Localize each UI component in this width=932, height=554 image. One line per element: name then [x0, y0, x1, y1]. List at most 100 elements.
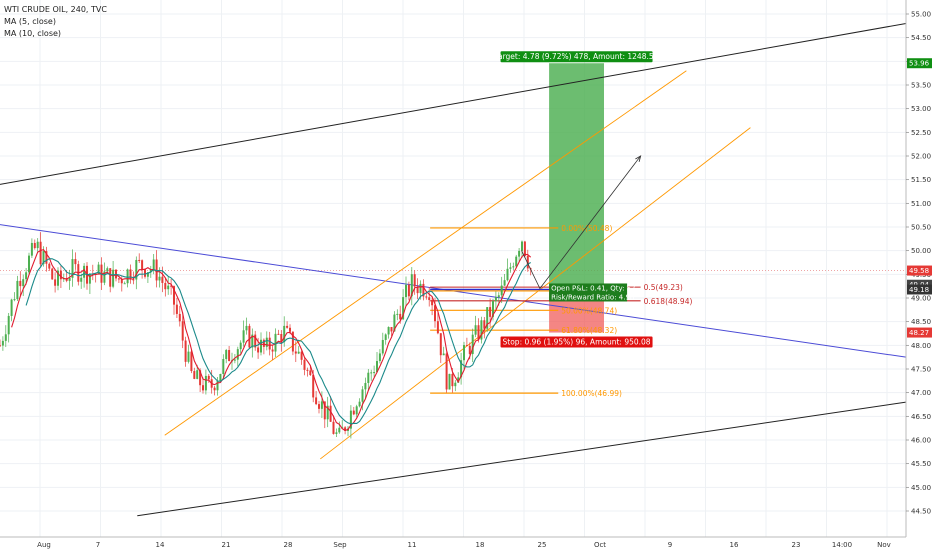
rr-box [549, 292, 628, 302]
candle-body [364, 382, 367, 390]
candle-body [349, 410, 352, 429]
candle-body [225, 350, 228, 360]
candle-body [13, 299, 16, 301]
candle-body [309, 370, 312, 376]
candle-body [428, 297, 431, 301]
candle-body [4, 334, 7, 341]
candle-body [7, 315, 10, 335]
candle-body [146, 272, 149, 277]
candle-body [25, 272, 28, 280]
time-tick-label-0: Aug [37, 541, 51, 549]
candle-body [355, 406, 358, 415]
candle-body [326, 405, 329, 420]
candle-body [19, 280, 22, 287]
price-tick-label-21: 44.50 [911, 508, 931, 516]
time-tick-label-14: Nov [877, 541, 891, 549]
candle-body [57, 270, 59, 286]
rr-label: Risk/Reward Ratio: 4.98 [551, 293, 634, 301]
candle-body [515, 256, 518, 267]
candle-body [277, 333, 280, 335]
candle-body [265, 337, 268, 347]
candle-body [268, 337, 271, 350]
candle-body [216, 381, 219, 391]
price-tick-label-13: 48.50 [911, 318, 931, 326]
legend-symbol[interactable]: WTI CRUDE OIL, 240, TVC [4, 5, 107, 14]
candle-body [286, 325, 289, 328]
candle-body [135, 259, 138, 280]
annotations: Target: 4.78 (9.72%) 478, Amount: 1248.5… [494, 51, 659, 348]
candle-body [396, 313, 399, 315]
candle-body [320, 401, 323, 409]
time-axis[interactable]: Aug 7 14 21 28 Sep 11 18 25 Oct 9 16 23 14:00 Nov [0, 536, 932, 550]
candle-body [312, 375, 315, 398]
trend-lines [0, 22, 907, 517]
candle-body [480, 320, 483, 340]
stop-label: Stop: 0.96 (1.95%) 96, Amount: 950.08 [503, 338, 651, 347]
candle-body [222, 359, 225, 374]
open-pl-box [549, 283, 628, 293]
candle-body [442, 353, 445, 356]
candle-body [483, 320, 486, 329]
candle-body [407, 284, 410, 297]
price-axis[interactable]: 55.0054.5054.0053.5053.0052.5052.0051.50… [905, 0, 932, 550]
legend-ma5[interactable]: MA (5, close) [4, 17, 56, 26]
candle-body [465, 345, 468, 347]
candle-body [51, 268, 54, 280]
candle-body [173, 286, 175, 305]
price-tick-label-15: 47.50 [911, 366, 931, 374]
candle-body [332, 421, 335, 434]
candle-body [518, 250, 521, 257]
time-tick-label-1: 7 [96, 541, 100, 549]
candle-body [257, 347, 260, 353]
candle-body [112, 269, 115, 287]
candle-body [245, 325, 248, 331]
candle-body [451, 373, 454, 387]
candle-body [59, 270, 62, 280]
candle-body [436, 321, 439, 334]
candle-body [204, 375, 207, 391]
time-tick-label-4: 28 [284, 541, 293, 549]
candle-body [434, 305, 436, 322]
candle-body [477, 325, 480, 340]
time-tick-label-7: 18 [476, 541, 485, 549]
price-tick-label-16: 47.00 [911, 389, 931, 397]
candle-body [431, 300, 434, 306]
candle-body [193, 371, 196, 379]
candle-body [129, 269, 132, 280]
candle-body [54, 279, 57, 286]
candle-body [318, 404, 320, 409]
candle-body [213, 387, 216, 391]
price-tick-label-1: 54.50 [911, 34, 931, 42]
candle-body [1, 340, 4, 346]
candle-body [0, 345, 1, 347]
candle-body [184, 340, 187, 362]
candle-body [68, 277, 71, 281]
price-tick-label-19: 45.50 [911, 460, 931, 468]
candle-body [42, 251, 45, 265]
candle-body [294, 351, 297, 354]
price-tick-label-20: 45.00 [911, 484, 931, 492]
candles-group [0, 232, 532, 439]
legend-ma10[interactable]: MA (10, close) [4, 29, 62, 38]
candle-body [207, 375, 210, 380]
candle-body [88, 273, 91, 284]
candle-body [335, 432, 338, 434]
time-tick-label-3: 21 [222, 541, 231, 549]
candle-body [236, 349, 239, 360]
candle-body [167, 285, 170, 290]
candle-body [242, 330, 245, 343]
candle-body [126, 269, 129, 284]
candle-body [358, 401, 361, 407]
candle-body [497, 295, 500, 298]
candle-body [416, 286, 419, 294]
open-pl-label: Open P&L: 0.41, Qty: 57 [551, 284, 636, 292]
candle-body [463, 345, 465, 361]
candle-body [254, 334, 257, 348]
candle-body [500, 285, 503, 296]
candle-body [262, 339, 265, 347]
time-tick-label-12: 23 [792, 541, 801, 549]
candle-body [71, 259, 74, 278]
candle-body [367, 372, 370, 383]
